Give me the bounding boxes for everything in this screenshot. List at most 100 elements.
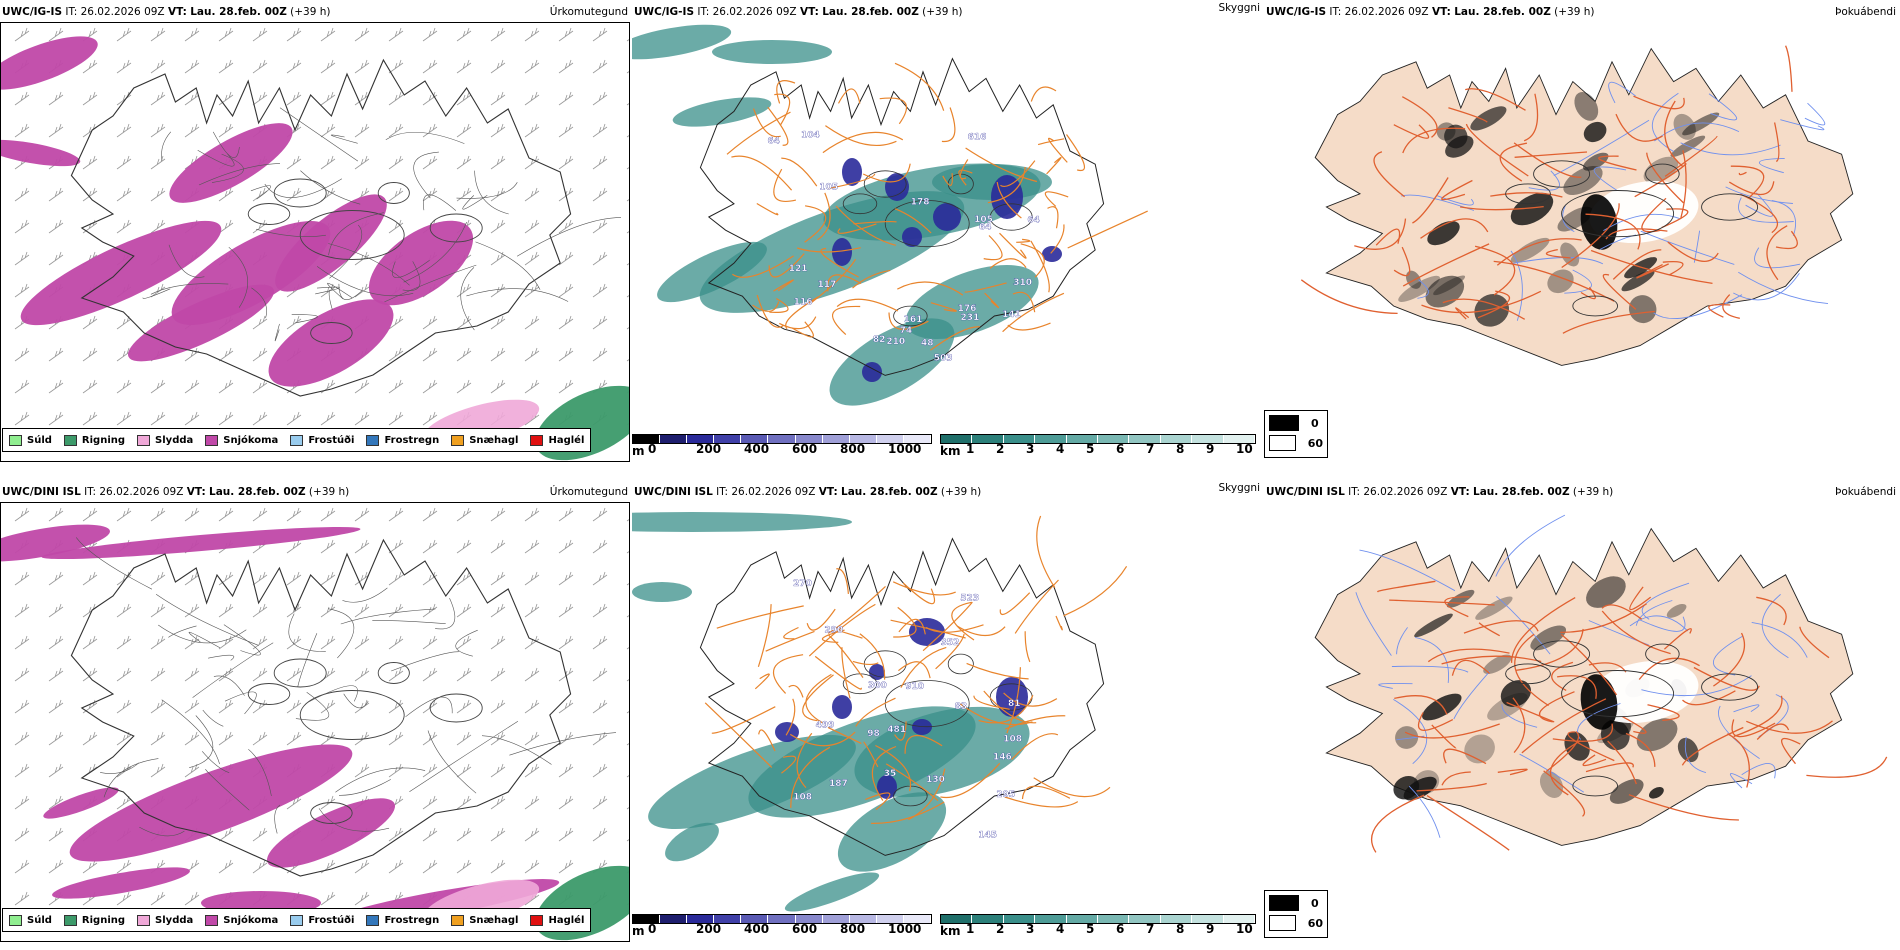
colorbar-step [1003,915,1036,923]
wind-barb [422,795,438,810]
wind-barb [218,571,234,586]
fog-indicator-area [1586,576,1626,608]
river [1771,199,1797,237]
glacier-outline [310,322,353,344]
road [1661,208,1689,229]
cloud-map[interactable]: 82 161 178 64 64 116 74 121 105 105 117 141 210 503 61… [632,22,1264,432]
fog-indicator-area [1444,124,1468,149]
wind-barb [14,347,30,362]
wind-barb [592,507,608,522]
river [1738,197,1794,223]
road [1377,580,1436,593]
road [1393,124,1430,139]
road [328,243,410,286]
wind-barb [592,539,608,554]
legend-swatch [9,914,22,926]
precip-map[interactable] [0,22,630,462]
road [1785,45,1793,92]
wind-barb [490,27,506,42]
wind-barb [354,699,370,714]
wind-barb [150,155,166,170]
river [1378,683,1413,689]
road [335,767,426,793]
wind-barb [354,507,370,522]
fog-indicator-area [1621,270,1655,292]
wind-barb [422,155,438,170]
road [808,603,876,657]
wind-barb [592,603,608,618]
road [773,279,794,292]
colorbar-tick: 0 [648,922,657,936]
colorbar-step [660,915,688,923]
model-name: UWC/DINI ISL [2,486,81,498]
wind-barb [558,155,574,170]
wind-barb [184,667,200,682]
wind-barb [48,251,64,266]
river [1519,753,1585,793]
cloud-base-area [933,203,961,231]
glacier-outline [429,213,483,243]
road [726,111,791,155]
wind-barb [14,763,30,778]
colorbar-step [1160,915,1193,923]
wind-barb [490,603,506,618]
road [1552,723,1614,742]
legend-swatch [1269,435,1296,451]
wind-barb [82,411,98,426]
precip-legend-item: Haglél [530,434,584,446]
colorbar-step [633,915,661,923]
colorbar-step [687,435,715,443]
wind-barb [456,187,472,202]
wind-barb [14,507,30,522]
fog-map[interactable] [1264,22,1900,432]
wind-barb [388,539,404,554]
cloud-map[interactable]: 910 81 98 130 300 295 290 499 270 523 352 481 35 108 1… [632,502,1264,912]
road [1549,740,1581,796]
road [251,287,267,319]
cloud-base-label: 81 [1008,699,1021,709]
colorbar-tick: 3 [1026,922,1035,936]
fog-indicator-area [1500,680,1532,707]
wind-barb [354,763,370,778]
road [168,625,197,638]
wind-barb [524,859,540,874]
wind-barb [218,635,234,650]
wind-barb [490,155,506,170]
fog-indicator-area [1583,121,1607,143]
glacier-outline [299,690,405,740]
river [1603,213,1680,231]
legend-swatch [290,434,304,446]
glacier-outline [377,182,410,204]
road [987,166,1026,204]
cloud-base-label: 910 [905,682,924,692]
wind-barb [558,603,574,618]
road [150,283,229,295]
wind-barb [252,379,268,394]
road [1354,218,1407,250]
road [796,247,861,253]
wind-barb [14,891,30,906]
precip-legend-item: Snjókoma [205,914,278,926]
fog-map[interactable] [1264,502,1900,912]
model-name: UWC/IG-IS [2,6,63,18]
field-name: Þokuábendi [1835,6,1896,18]
vt-label: VT: [818,486,838,498]
wind-barb [490,59,506,74]
road [189,715,214,768]
road [756,294,785,328]
wind-barb [48,379,64,394]
wind-barb [14,699,30,714]
road [1731,719,1776,738]
wind-barb [626,711,629,714]
road [403,221,467,283]
colorbar-step [1223,435,1256,443]
fog-legend-item: 60 [1265,431,1327,451]
road [1037,138,1065,146]
road [1394,695,1448,715]
river [1453,671,1491,720]
precip-legend-item: Súld [9,914,52,926]
precip-map[interactable] [0,502,630,942]
cloud-base-area [869,664,885,680]
road [372,620,446,624]
road [804,205,827,243]
